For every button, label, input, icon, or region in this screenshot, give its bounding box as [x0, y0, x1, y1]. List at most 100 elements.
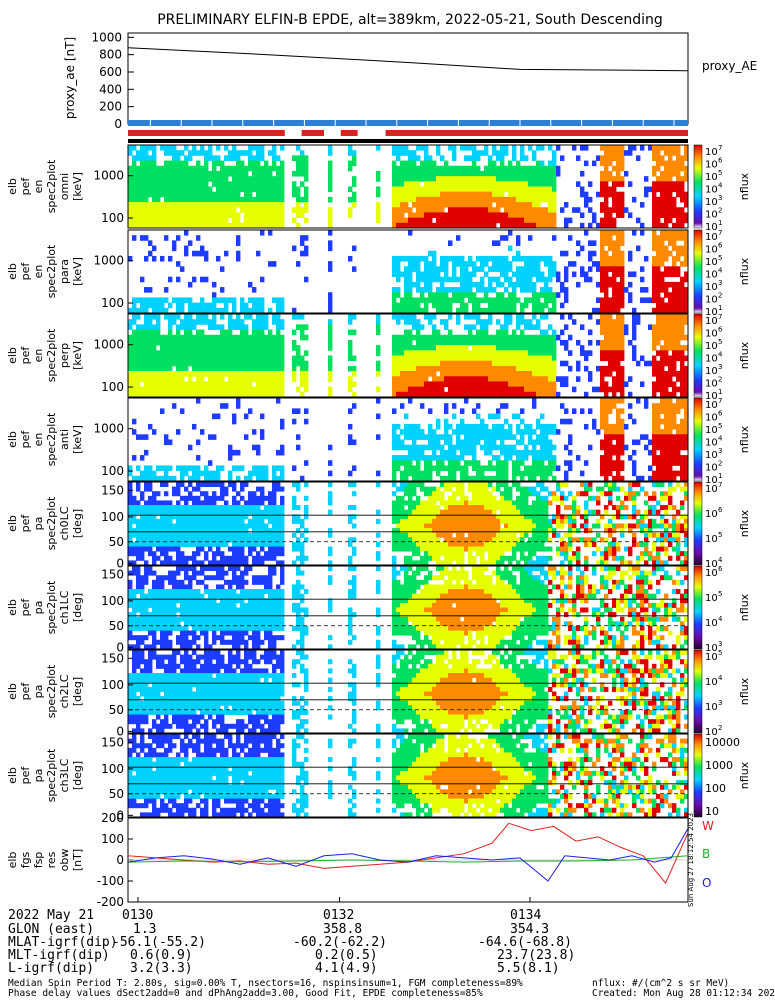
spec_en_para-cell: [456, 319, 461, 325]
spec_en_omni-cell: [512, 217, 517, 224]
spec_en_omni-cell: [392, 196, 397, 203]
spec_en_para-cell: [536, 365, 541, 372]
spec_en_omni-cell: [140, 207, 145, 213]
spec_en_perp-cell: [516, 250, 521, 257]
spec_pa_ch0-cell: [204, 528, 209, 534]
spec_en_anti-cell: [196, 475, 201, 482]
spec_en_omni-cell: [496, 202, 501, 208]
spec_en_para-cell: [408, 391, 413, 398]
spec_pa_ch0-cell: [196, 537, 201, 543]
spec_en_para-cell: [636, 360, 641, 367]
spec_en_anti-cell: [520, 470, 525, 477]
spec_en_anti-cell: [476, 475, 481, 482]
spec_en_para-cell: [488, 345, 493, 351]
spec_en_para-cell: [620, 345, 625, 351]
spec_en_anti-cell: [608, 444, 613, 451]
spec_en_para-cell: [480, 350, 485, 356]
spec_en_omni-cell: [472, 212, 477, 219]
spec_en_perp-cell: [440, 266, 445, 272]
spec_en_para-cell: [464, 334, 469, 341]
spec_en_omni-cell: [328, 196, 333, 203]
spec_en_perp-cell: [528, 235, 533, 241]
spec_en_para-cell: [624, 324, 629, 330]
spec_en_perp-cell: [440, 297, 445, 304]
spec_pa_ch0-cell: [204, 500, 209, 506]
spec_en_omni-cell: [276, 202, 281, 208]
spec_en_anti-cell: [684, 439, 689, 446]
spec_en_omni-cell: [236, 202, 241, 208]
spec_en_perp-cell: [676, 302, 681, 309]
spec_en_perp-cell: [472, 266, 477, 272]
spec_en_anti-cell: [192, 470, 197, 477]
spec_en_perp-cell: [304, 235, 309, 241]
spec_en_para-cell: [460, 376, 465, 382]
spec_en_para-cell: [132, 329, 137, 336]
spec_en_perp-cell: [464, 266, 469, 272]
spec_en_para-cell: [396, 345, 401, 351]
spec_en_para-cell: [480, 371, 485, 377]
spec_en_anti-cell: [212, 434, 217, 440]
spec_en_omni-cell: [168, 160, 173, 167]
spec_en_omni-cell: [612, 145, 617, 151]
spec_en_perp-cell: [244, 302, 249, 309]
spec_en_para-cell: [248, 345, 253, 351]
spec_en_para-cell: [440, 386, 445, 393]
spec_en_perp-cell: [580, 266, 585, 272]
spec_en_para-cell: [328, 324, 333, 330]
spec_en_omni-cell: [416, 176, 421, 182]
spec_en_para-cell: [208, 355, 213, 362]
spec_en_para-cell: [176, 350, 181, 356]
spec_pa_ch0-cell: [208, 509, 213, 515]
spec_en_perp-cell: [528, 261, 533, 267]
spec_pa_ch0-cell: [160, 528, 165, 534]
spec_en_omni-cell: [404, 207, 409, 213]
spec_en_para-cell: [588, 314, 593, 320]
spec_en_omni-cell: [492, 217, 497, 224]
spec_en_omni-cell: [304, 217, 309, 224]
spec_en_omni-cell: [660, 191, 665, 198]
spec_en_anti-cell: [604, 413, 609, 420]
spec_en_omni-cell: [564, 202, 569, 208]
spec_en_para-cell: [256, 360, 261, 367]
spec_pa_ch0-cell: [212, 505, 217, 511]
spec_en_anti-ytick: 100: [101, 464, 124, 478]
spec_en_omni-cell: [680, 207, 685, 213]
spec_en_omni-cell: [164, 150, 169, 156]
spec_pa_ch0-cell: [212, 537, 217, 543]
spec_en_para-cell: [456, 386, 461, 393]
spec_en_omni-cell: [612, 207, 617, 213]
spec_en_anti-cell: [252, 465, 257, 472]
spec_en_perp-cell: [640, 276, 645, 283]
spec_en_para-cell: [488, 319, 493, 325]
spec_en_para-cell: [576, 339, 581, 346]
spec_en_perp-cell: [400, 307, 405, 314]
spec_en_perp-cell: [524, 297, 529, 304]
spec_en_omni-cell: [276, 191, 281, 198]
spec_en_omni-cell: [168, 191, 173, 198]
spec_pa_ch0-cell: [132, 528, 137, 534]
spec_en_para-cell: [132, 345, 137, 351]
spec_en_anti-cell: [524, 470, 529, 477]
spec_en_para-cell: [396, 371, 401, 377]
spec_en_para-cell: [136, 360, 141, 367]
spec_en_omni-cell: [192, 196, 197, 203]
spec_en_omni-cell: [244, 181, 249, 187]
spec_en_omni-cell: [196, 176, 201, 182]
spec_en_anti-cell: [668, 439, 673, 446]
spec_en_anti-cell: [592, 423, 597, 430]
spec_en_anti-cell: [220, 465, 225, 472]
spec_en_para-cell: [304, 371, 309, 377]
spec_en_anti-cell: [528, 449, 533, 456]
spec_en_omni-cell: [228, 207, 233, 213]
spec_en_omni-cell: [416, 202, 421, 208]
spec_en_perp-cell: [680, 302, 685, 309]
spec_en_para-cell: [532, 350, 537, 356]
spec_en_perp-cell: [464, 271, 469, 278]
spec_en_omni-cell: [236, 176, 241, 182]
spec_en_para-cell: [568, 314, 573, 320]
spec_en_omni-cell: [192, 176, 197, 182]
spec_en_para-cell: [448, 355, 453, 362]
spec_en_anti-cell: [656, 403, 661, 409]
spec_en_omni-cell: [152, 207, 157, 213]
spec_en_omni-cell: [604, 150, 609, 156]
